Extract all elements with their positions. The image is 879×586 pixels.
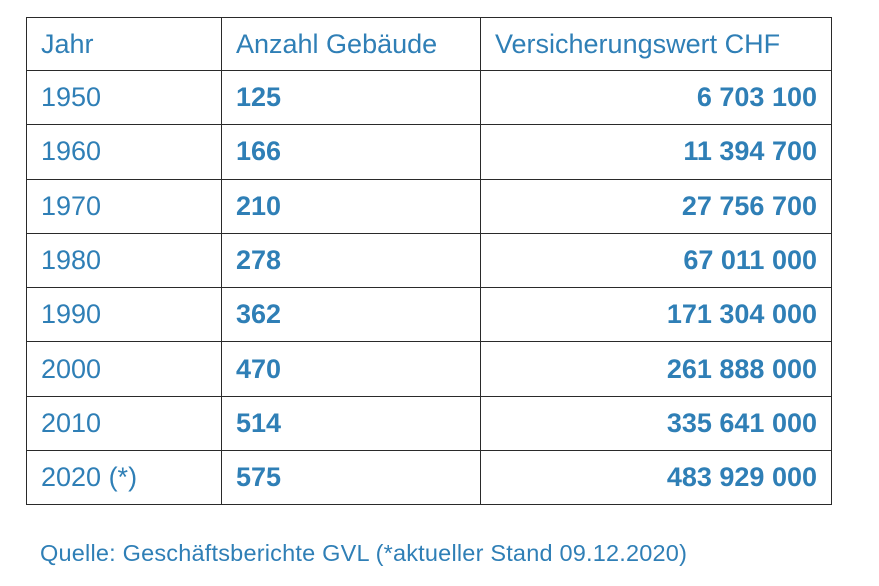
year-cell: 1970 (26, 178, 222, 234)
table-row: 1970 210 27 756 700 (26, 178, 832, 234)
table-row: 2020 (*) 575 483 929 000 (26, 450, 832, 506)
building-count-cell: 166 (221, 124, 481, 180)
year-cell: 1990 (26, 287, 222, 343)
insurance-value-cell: 335 641 000 (480, 395, 832, 452)
year-cell: 1950 (26, 69, 222, 126)
building-count-cell: 575 (221, 450, 481, 506)
insurance-value-cell: 483 929 000 (480, 450, 832, 506)
data-table-container: Jahr Anzahl Gebäude Versicherungswert CH… (26, 17, 832, 506)
year-cell: 1980 (26, 232, 222, 289)
insurance-value-cell: 6 703 100 (480, 69, 832, 126)
building-count-cell: 125 (221, 69, 481, 126)
insurance-value-cell: 171 304 000 (480, 287, 832, 343)
building-count-cell: 470 (221, 341, 481, 397)
table-row: 1990 362 171 304 000 (26, 287, 832, 343)
table-row: 2000 470 261 888 000 (26, 341, 832, 397)
table-row: 1960 166 11 394 700 (26, 124, 832, 180)
year-cell: 2010 (26, 395, 222, 452)
building-count-cell: 210 (221, 178, 481, 234)
table-row: 1980 278 67 011 000 (26, 232, 832, 289)
source-caption: Quelle: Geschäftsberichte GVL (*aktuelle… (40, 540, 688, 566)
year-cell: 2000 (26, 341, 222, 397)
building-count-cell: 278 (221, 232, 481, 289)
table-row: 2010 514 335 641 000 (26, 395, 832, 452)
building-count-cell: 362 (221, 287, 481, 343)
table-header-row: Jahr Anzahl Gebäude Versicherungswert CH… (26, 17, 832, 71)
year-cell: 2020 (*) (26, 450, 222, 506)
insurance-value-cell: 261 888 000 (480, 341, 832, 397)
building-count-cell: 514 (221, 395, 481, 452)
insurance-value-cell: 67 011 000 (480, 232, 832, 289)
header-year: Jahr (26, 17, 222, 71)
table-row: 1950 125 6 703 100 (26, 69, 832, 126)
insurance-value-cell: 11 394 700 (480, 124, 832, 180)
insurance-table: Jahr Anzahl Gebäude Versicherungswert CH… (26, 17, 832, 506)
year-cell: 1960 (26, 124, 222, 180)
header-building-count: Anzahl Gebäude (221, 17, 481, 71)
header-insurance-value: Versicherungswert CHF (480, 17, 832, 71)
insurance-value-cell: 27 756 700 (480, 178, 832, 234)
